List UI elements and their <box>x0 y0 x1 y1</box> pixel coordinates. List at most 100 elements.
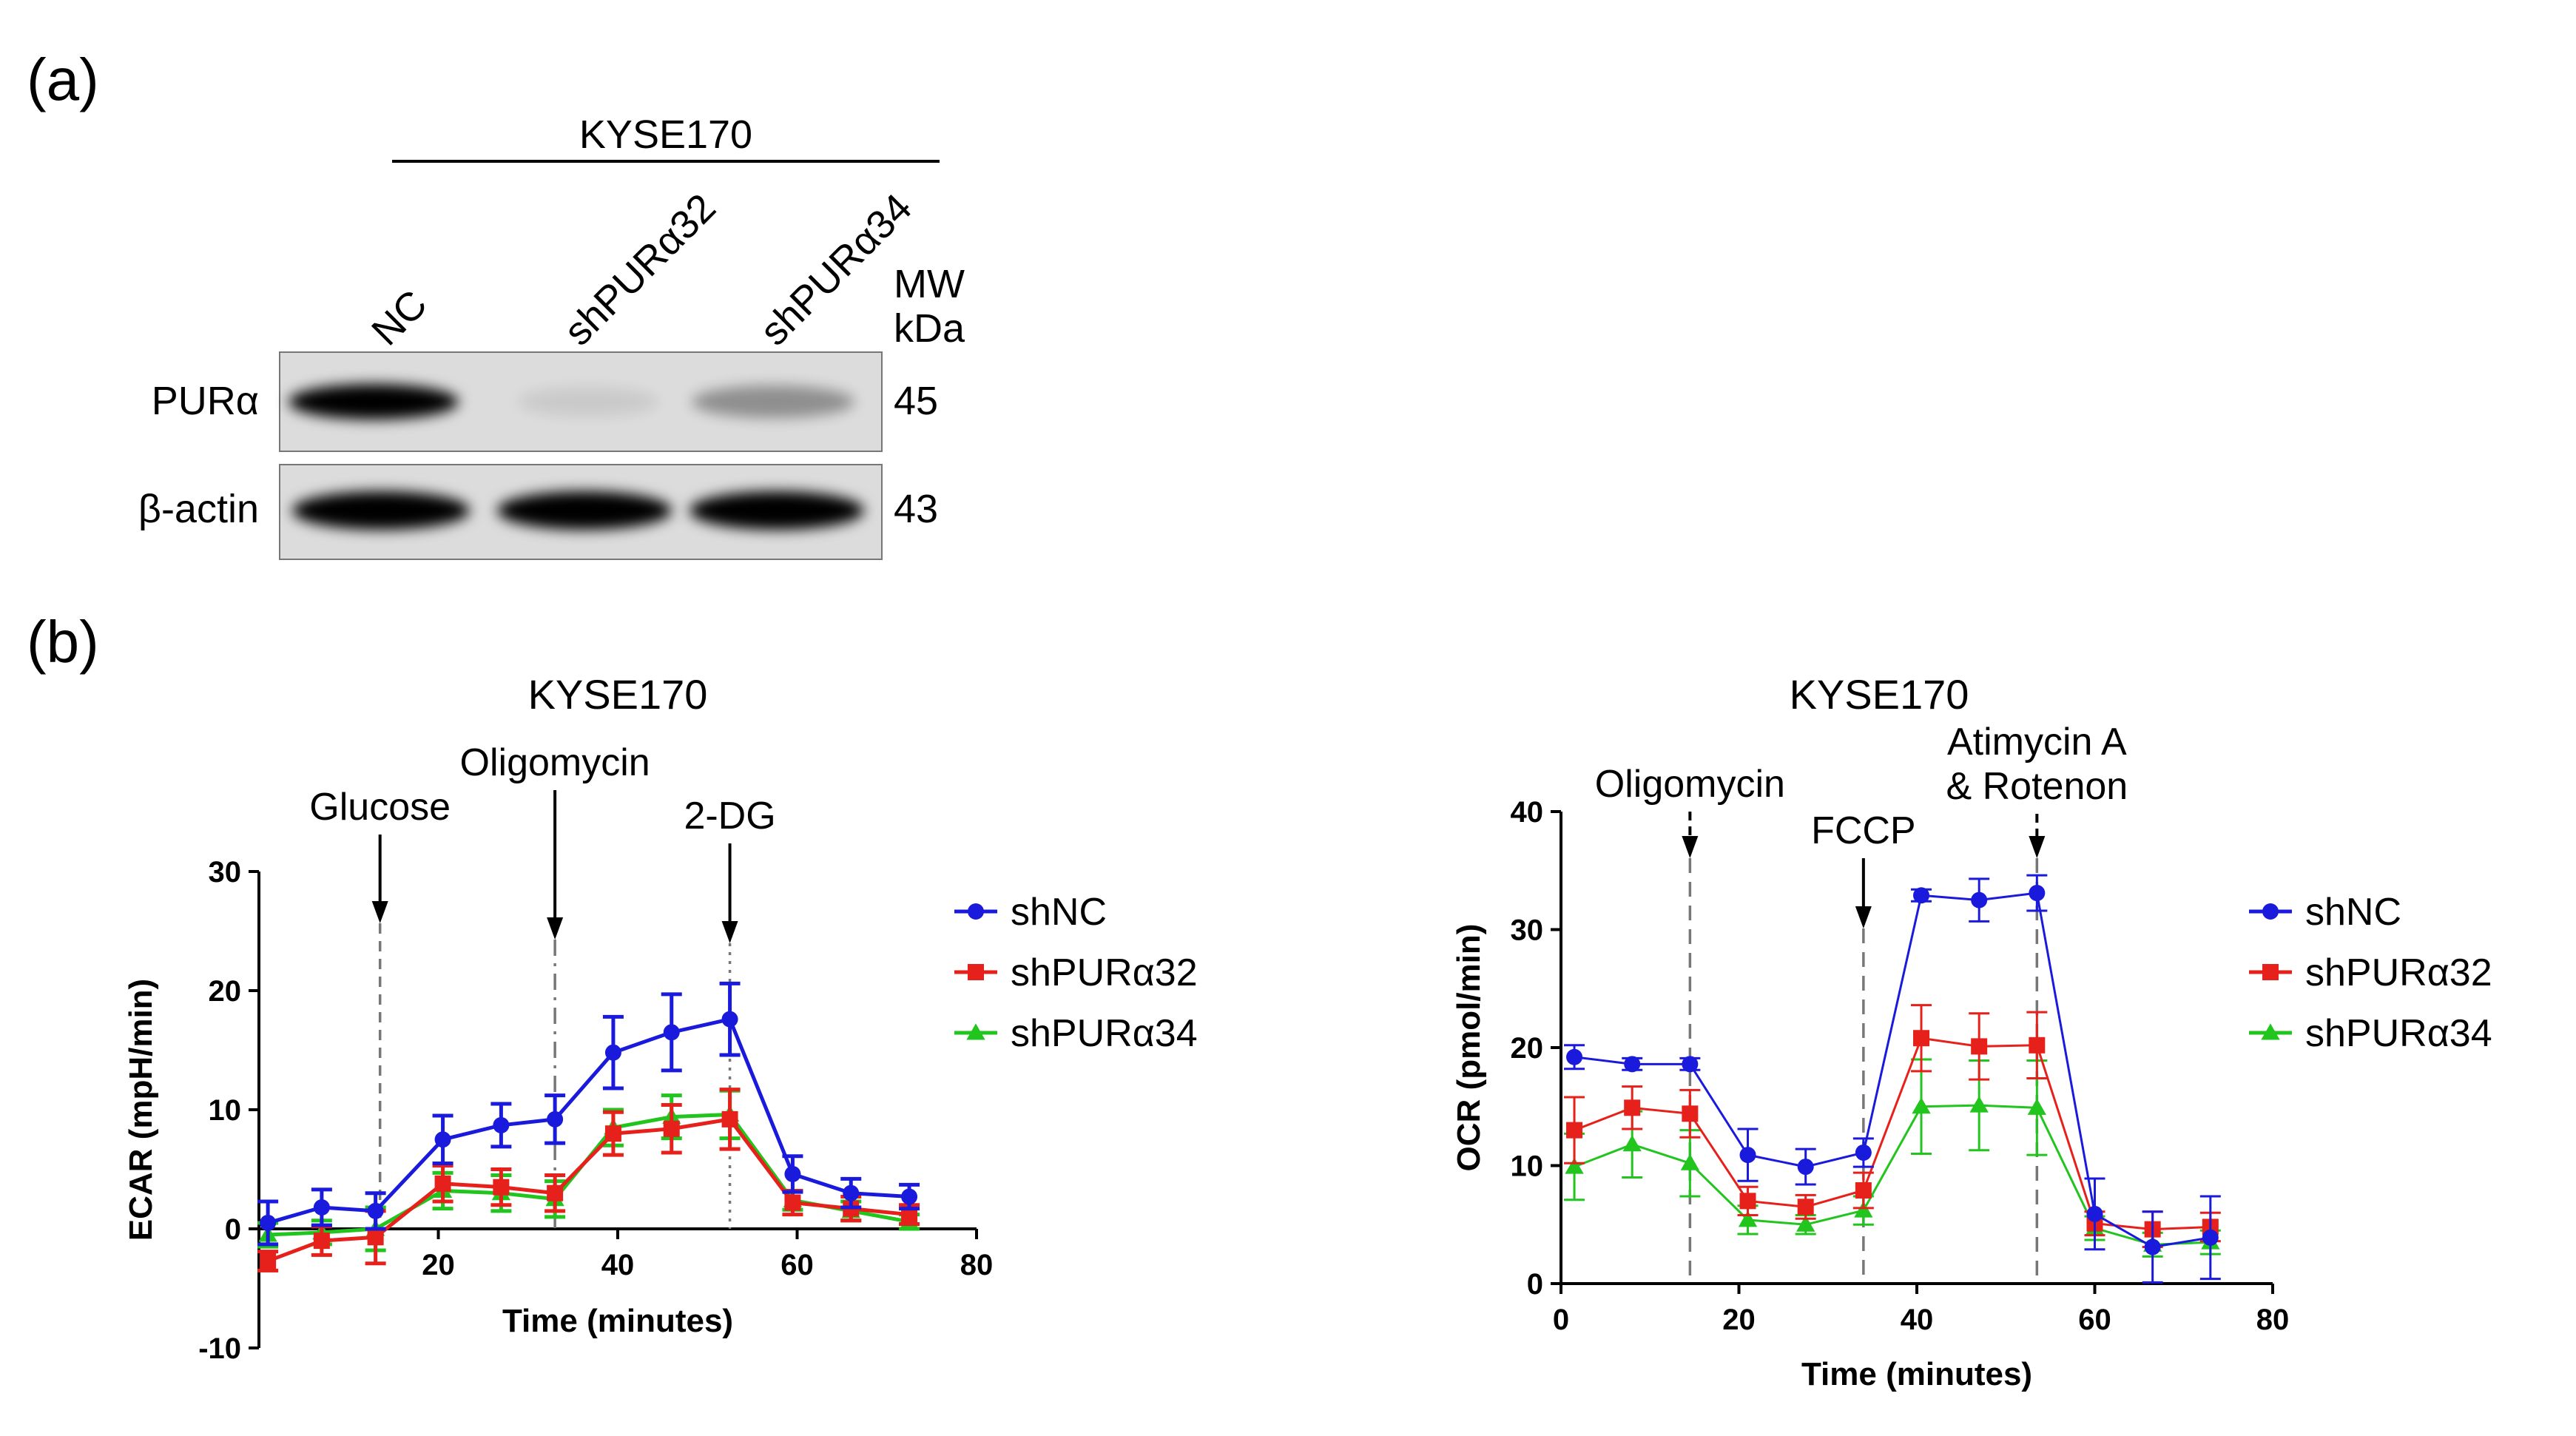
treatment-label: Glucose <box>309 786 451 829</box>
data-point <box>1624 1056 1641 1073</box>
blot-row-pura: PURα 45 <box>152 351 938 452</box>
series-shNC <box>1564 874 2221 1284</box>
series-line <box>1574 1104 2211 1246</box>
data-point <box>367 1229 384 1246</box>
x-tick-label: 60 <box>2078 1304 2111 1336</box>
blot-cell-line: KYSE170 <box>579 112 752 157</box>
y-tick-label: 30 <box>209 856 242 889</box>
blot-protein-label: β-actin <box>138 487 259 531</box>
data-point <box>1680 1153 1700 1170</box>
data-point <box>721 1011 738 1028</box>
lane-label-nc: NC <box>363 282 436 354</box>
mw-header-mw: MW <box>894 262 965 306</box>
blot-band <box>292 491 470 530</box>
data-point <box>313 1233 330 1250</box>
legend-label: shPURα32 <box>2305 951 2492 994</box>
treatment-label: 2-DG <box>684 795 775 837</box>
treatment-label: Oligomycin <box>460 741 650 784</box>
data-point <box>901 1206 918 1223</box>
data-point <box>1969 1096 1989 1113</box>
series-line <box>267 1117 910 1263</box>
data-point <box>260 1214 277 1231</box>
treatment-label: Oligomycin <box>1595 763 1785 806</box>
series-line <box>268 1112 910 1237</box>
y-tick-label: 40 <box>1511 796 1544 829</box>
treatment-arrow-head <box>1682 836 1699 858</box>
x-axis-label: Time (minutes) <box>1801 1356 2032 1392</box>
data-point <box>1624 1099 1641 1116</box>
data-point <box>1854 1201 1873 1218</box>
y-tick-label: 0 <box>1527 1268 1543 1301</box>
treatment-arrow-head <box>1855 906 1872 928</box>
data-point <box>260 1253 277 1270</box>
legend-label: shPURα34 <box>2305 1012 2492 1055</box>
blot-band <box>689 491 864 530</box>
data-point <box>1796 1215 1815 1232</box>
data-point <box>1738 1210 1758 1227</box>
series-shPURα32 <box>257 1088 920 1272</box>
legend-marker <box>2262 964 2279 980</box>
data-point <box>2202 1229 2219 1246</box>
data-point <box>2027 1098 2046 1115</box>
data-point <box>493 1116 510 1133</box>
data-point <box>2029 885 2046 902</box>
treatment-arrow-head <box>721 921 738 943</box>
y-tick-label: 20 <box>1511 1032 1544 1065</box>
y-tick-label: 10 <box>209 1094 242 1127</box>
series-line <box>1574 1036 2211 1231</box>
legend-label: shNC <box>1011 891 1107 934</box>
data-point <box>434 1131 451 1148</box>
x-tick-label: 20 <box>1722 1304 1756 1336</box>
legend-marker <box>968 903 984 920</box>
y-tick-label: 20 <box>209 975 242 1008</box>
treatment-arrow-head <box>371 901 388 923</box>
data-point <box>784 1165 801 1182</box>
blot-row-actin: β-actin 43 <box>138 464 938 560</box>
treatment-label: Atimycin A <box>1947 721 2127 763</box>
blot-band <box>497 491 672 530</box>
treatment-arrow-head <box>2029 836 2046 858</box>
data-point <box>1971 891 1988 909</box>
treatment-label: & Rotenon <box>1946 765 2128 808</box>
data-point <box>1622 1135 1642 1152</box>
treatment-label: FCCP <box>1811 809 1916 852</box>
x-tick-label: 40 <box>1901 1304 1934 1336</box>
mw-header-kda: kDa <box>894 306 965 351</box>
y-axis-label: ECAR (mpH/min) <box>123 979 159 1241</box>
data-point <box>2029 1036 2046 1054</box>
data-point <box>1682 1056 1699 1073</box>
blot-mw-label: 45 <box>894 379 938 423</box>
series-shPURα32 <box>1564 1004 2221 1249</box>
data-point <box>1566 1122 1583 1139</box>
data-point <box>2086 1205 2103 1222</box>
legend-marker <box>2261 1023 2280 1040</box>
data-point <box>1739 1193 1756 1210</box>
y-tick-label: -10 <box>198 1332 241 1365</box>
ecar-chart: KYSE170 -10 0 10 20 30 20 40 60 80 Time (minutes) E… <box>123 671 1198 1365</box>
y-tick-label: 30 <box>1511 914 1544 947</box>
blot-band <box>518 387 658 417</box>
data-point <box>663 1024 680 1041</box>
series-line <box>1574 891 2211 1249</box>
chart-title: KYSE170 <box>1790 671 1969 718</box>
data-point <box>1566 1048 1583 1065</box>
data-point <box>1565 1157 1584 1174</box>
data-point <box>1682 1105 1699 1122</box>
x-tick-label: 80 <box>960 1249 994 1281</box>
data-point <box>843 1184 860 1201</box>
data-point <box>1971 1038 1988 1055</box>
lane-label-shpura32: shPURα32 <box>556 186 724 354</box>
series-shNC <box>257 981 920 1247</box>
y-axis-label: OCR (pmol/min) <box>1451 924 1487 1172</box>
data-point <box>1912 1097 1931 1114</box>
treatment-arrow-head <box>547 917 564 940</box>
legend-label: shPURα34 <box>1011 1012 1198 1055</box>
legend-label: shNC <box>2305 891 2401 934</box>
chart-title: KYSE170 <box>528 671 708 718</box>
blot-band <box>289 384 459 419</box>
data-point <box>1797 1159 1814 1176</box>
x-tick-label: 0 <box>1553 1304 1569 1336</box>
x-tick-label: 40 <box>601 1249 635 1281</box>
series-line <box>267 1017 910 1225</box>
